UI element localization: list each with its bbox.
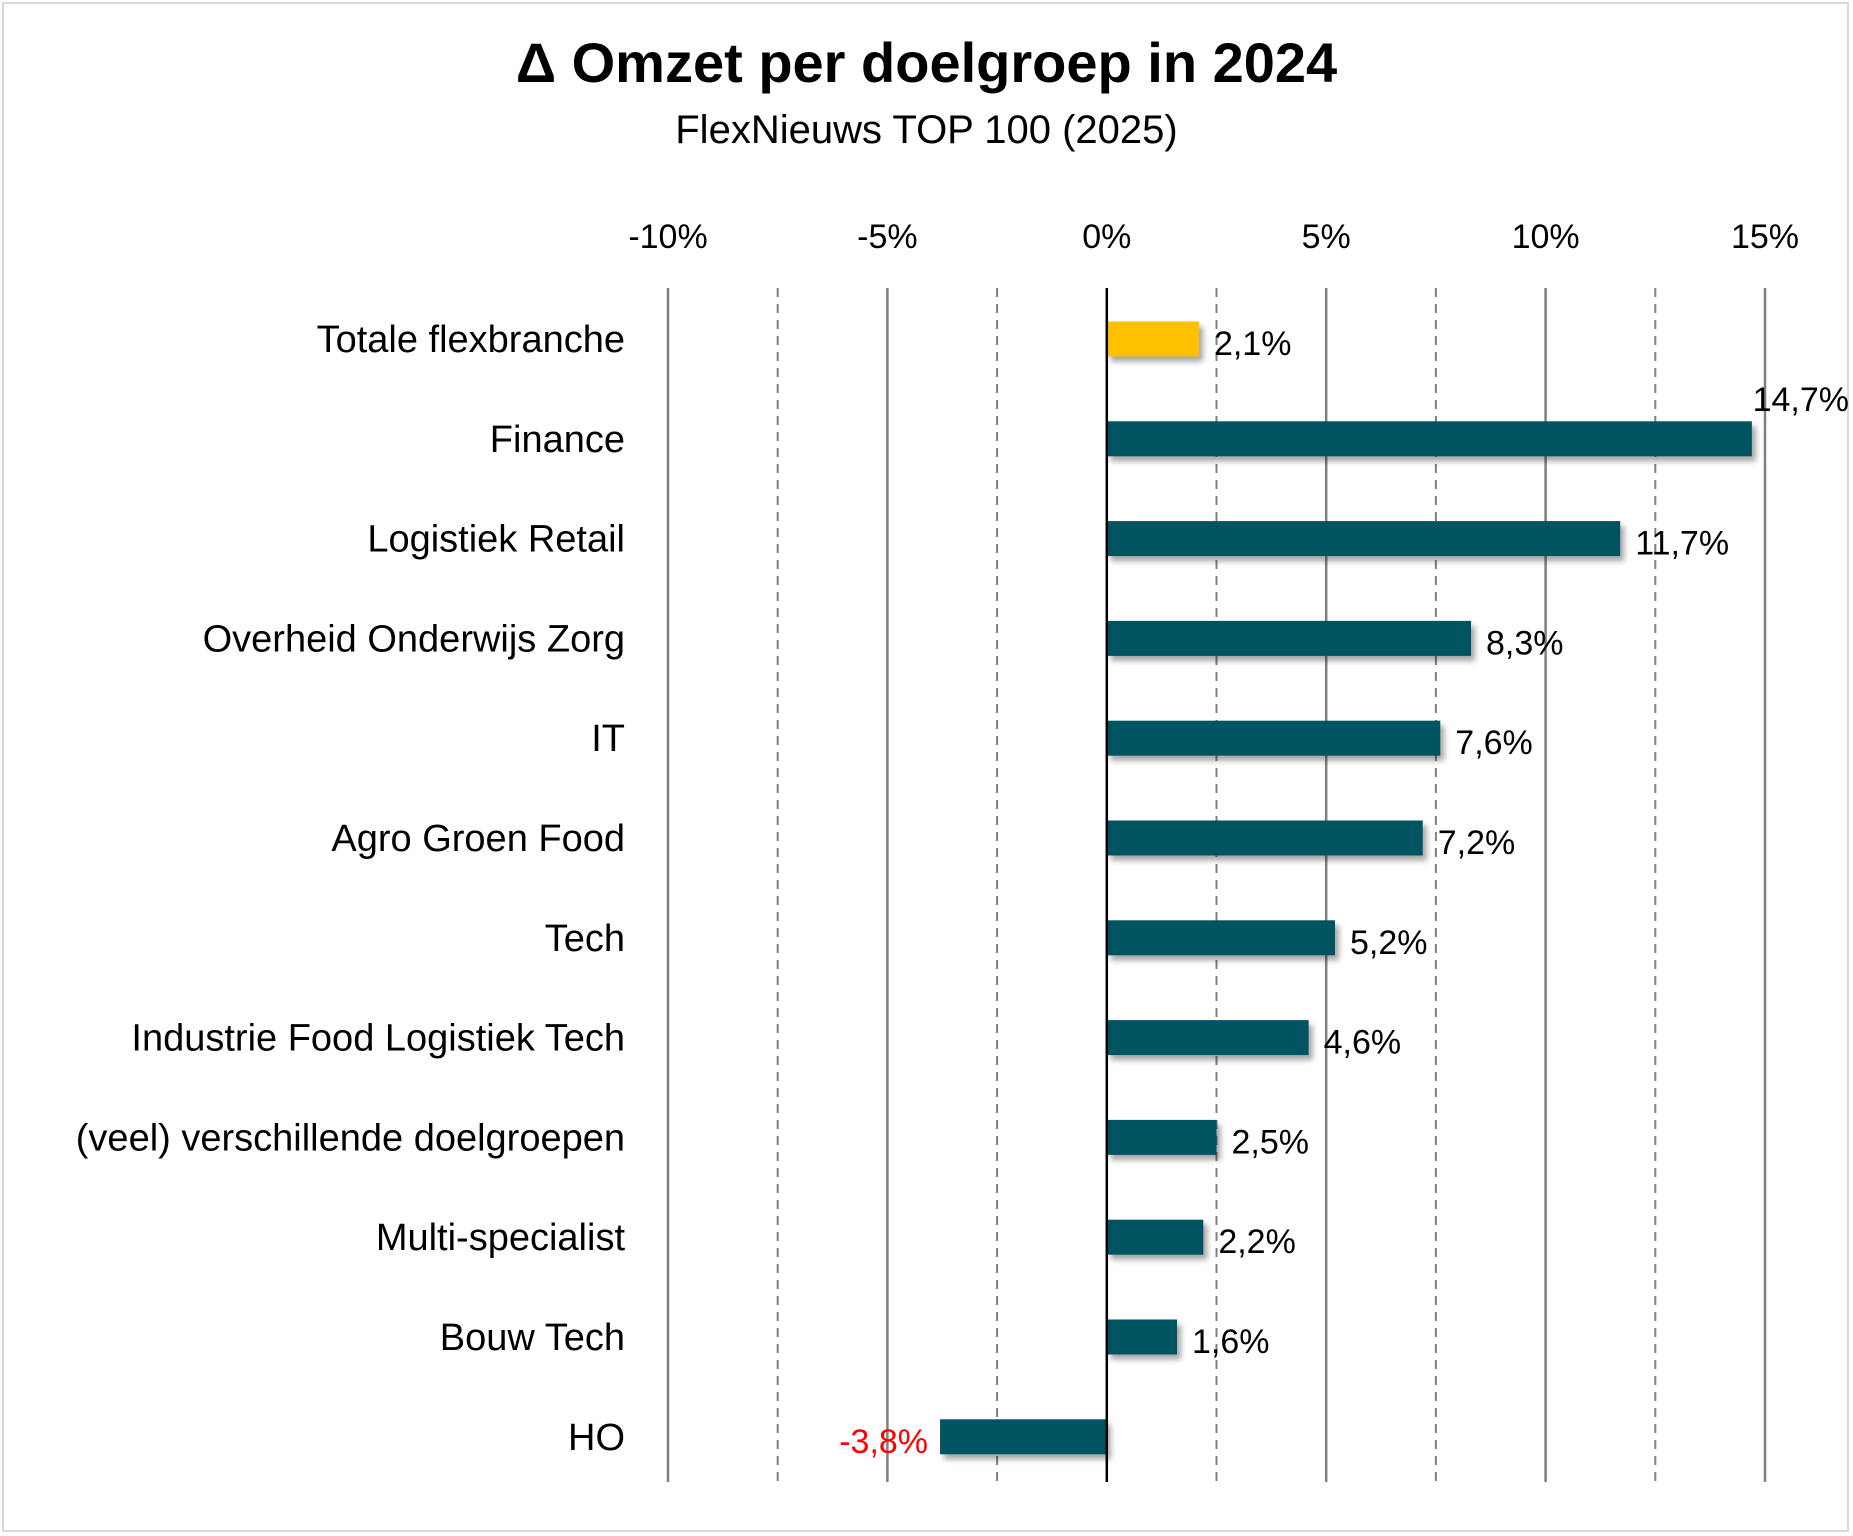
chart-subtitle: FlexNieuws TOP 100 (2025) <box>675 108 1178 152</box>
category-label: Totale flexbranche <box>317 319 625 361</box>
category-label: (veel) verschillende doelgroepen <box>76 1117 625 1159</box>
chart-title: Δ Omzet per doelgroep in 2024 <box>515 31 1338 94</box>
bar <box>940 1419 1107 1455</box>
category-label: HO <box>568 1417 625 1459</box>
bar <box>1106 421 1752 457</box>
data-label: 7,2% <box>1438 824 1516 862</box>
x-tick-label: 5% <box>1302 218 1351 256</box>
bar <box>1106 521 1621 557</box>
category-label: Multi-specialist <box>376 1217 626 1259</box>
x-tick-label: 0% <box>1082 218 1131 256</box>
data-label: 7,6% <box>1455 724 1533 762</box>
x-tick-label: -10% <box>628 218 707 256</box>
bar <box>1106 720 1441 756</box>
x-tick-label: -5% <box>857 218 917 256</box>
category-label: Tech <box>545 918 625 960</box>
category-label: Bouw Tech <box>440 1317 625 1359</box>
category-label: Agro Groen Food <box>331 818 625 860</box>
x-tick-label: 10% <box>1512 218 1580 256</box>
data-label: 14,7% <box>1753 381 1849 419</box>
data-label: -3,8% <box>839 1423 928 1461</box>
bar <box>1106 1119 1217 1155</box>
data-label: 11,7% <box>1635 525 1729 563</box>
category-label: Industrie Food Logistiek Tech <box>131 1018 625 1060</box>
bar <box>1106 1020 1309 1056</box>
data-label: 2,2% <box>1218 1223 1296 1261</box>
data-label: 5,2% <box>1350 924 1428 962</box>
bar <box>1106 321 1199 357</box>
category-label: Logistiek Retail <box>367 519 625 561</box>
bar <box>1106 620 1472 656</box>
x-tick-label: 15% <box>1731 218 1799 256</box>
category-label: Overheid Onderwijs Zorg <box>203 618 625 660</box>
category-label: IT <box>591 718 625 760</box>
bar <box>1106 920 1335 956</box>
data-label: 2,1% <box>1214 325 1292 363</box>
data-label: 1,6% <box>1192 1323 1270 1361</box>
data-label: 4,6% <box>1324 1024 1402 1062</box>
bar <box>1106 1319 1178 1355</box>
data-label: 8,3% <box>1486 624 1564 662</box>
bar <box>1106 820 1423 856</box>
data-label: 2,5% <box>1232 1123 1310 1161</box>
bar <box>1106 1219 1204 1255</box>
category-label: Finance <box>490 419 625 461</box>
